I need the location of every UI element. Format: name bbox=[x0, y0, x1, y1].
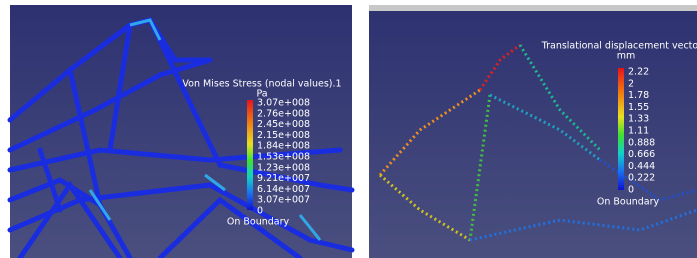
toolbar-strip bbox=[369, 5, 697, 11]
legend-label: 2.15e+008 bbox=[257, 130, 310, 141]
legend-label: 1.23e+008 bbox=[257, 162, 310, 173]
legend-label: 0.222 bbox=[628, 173, 655, 184]
legend-label: 0.444 bbox=[628, 161, 655, 172]
legend-label: 1.78 bbox=[628, 90, 649, 101]
legend-label: 1.33 bbox=[628, 114, 649, 125]
legend-label: 9.21e+007 bbox=[257, 173, 310, 184]
legend-footer: On Boundary bbox=[597, 197, 660, 208]
legend-footer: On Boundary bbox=[227, 217, 290, 228]
legend-label: 1.55 bbox=[628, 102, 649, 113]
legend-label: 0 bbox=[628, 185, 634, 196]
legend-label: 1.84e+008 bbox=[257, 141, 310, 152]
color-scale bbox=[247, 100, 253, 210]
legend-label: 0 bbox=[257, 206, 263, 217]
legend-label: 1.53e+008 bbox=[257, 152, 310, 163]
screenshot: Von Mises Stress (nodal values).1 Pa On … bbox=[0, 0, 697, 258]
legend-label: 0.888 bbox=[628, 137, 655, 148]
legend-label: 2.22 bbox=[628, 67, 649, 78]
legend-label: 3.07e+008 bbox=[257, 98, 310, 109]
color-scale bbox=[618, 68, 624, 190]
legend-label: 3.07e+007 bbox=[257, 195, 310, 206]
legend-label: 6.14e+007 bbox=[257, 184, 310, 195]
legend-label: 2.45e+008 bbox=[257, 119, 310, 130]
legend-label: 2 bbox=[628, 78, 634, 89]
legend-label: 1.11 bbox=[628, 126, 649, 137]
page: {"panels": [ {"legend": {"title": "Von M… bbox=[0, 0, 697, 258]
legend-label: 2.76e+008 bbox=[257, 108, 310, 119]
legend-unit: mm bbox=[617, 51, 636, 62]
legend-label: 0.666 bbox=[628, 149, 655, 160]
